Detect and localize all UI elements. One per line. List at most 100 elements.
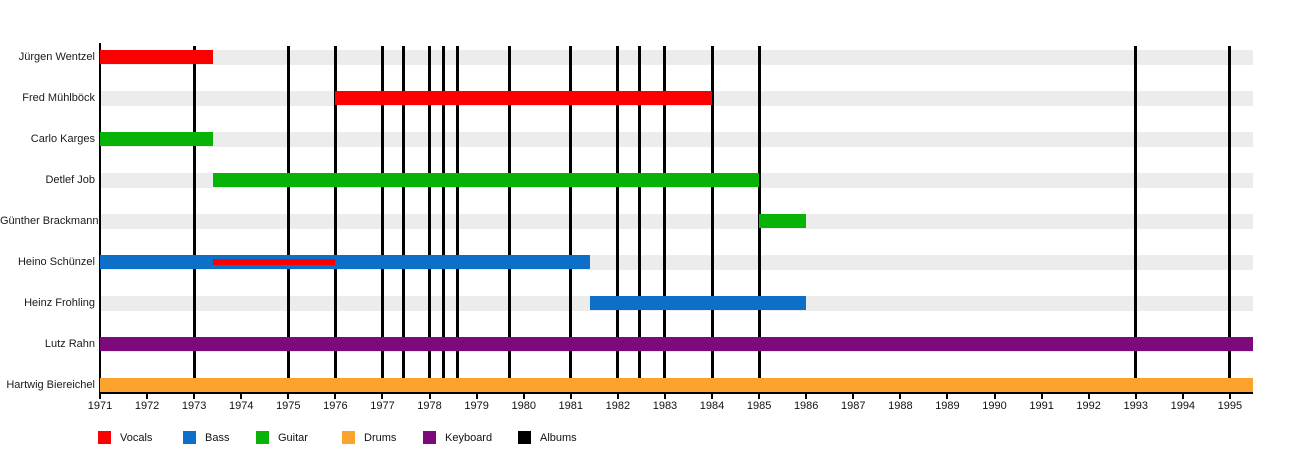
album-line — [637, 46, 641, 392]
tick-label: 1982 — [605, 400, 631, 412]
tick-label: 1978 — [417, 400, 442, 412]
legend-swatch-bass-icon — [183, 431, 196, 444]
album-line — [508, 46, 512, 392]
album-line — [192, 46, 196, 392]
bar-keyboard — [100, 337, 1254, 352]
member-label: Detlef Job — [45, 174, 95, 187]
bar-guitar — [100, 132, 213, 147]
axis-tick — [334, 394, 337, 399]
legend-label: Bass — [205, 432, 230, 444]
tick-label: 1989 — [935, 400, 960, 412]
axis-tick — [805, 394, 808, 399]
legend-swatch-keyboard-icon — [423, 431, 436, 444]
axis-tick — [1040, 394, 1043, 399]
axis-tick — [1087, 394, 1090, 399]
tick-label: 1990 — [982, 400, 1007, 412]
axis-tick — [240, 394, 243, 399]
member-label: Günther Brackmann — [0, 215, 99, 228]
axis-tick — [711, 394, 714, 399]
tick-label: 1984 — [699, 400, 725, 412]
album-line — [616, 46, 620, 392]
tick-label: 1986 — [793, 400, 819, 412]
bar-bass — [100, 255, 590, 270]
member-label: Hartwig Biereichel — [6, 379, 95, 392]
tick-label: 1971 — [87, 400, 113, 412]
axis-tick — [616, 394, 619, 399]
axis-tick — [381, 394, 384, 399]
legend-label: Guitar — [278, 432, 308, 444]
axis-tick — [522, 394, 525, 399]
legend-swatch-guitar-icon — [256, 431, 269, 444]
axis-tick — [146, 394, 149, 399]
bar-vocals — [212, 259, 336, 266]
bar-guitar — [212, 173, 760, 188]
tick-label: 1981 — [558, 400, 584, 412]
tick-label: 1994 — [1170, 400, 1196, 412]
legend-label: Keyboard — [445, 432, 493, 444]
bar-bass — [589, 296, 807, 311]
legend-swatch-vocals-icon — [98, 431, 111, 444]
tick-label: 1993 — [1123, 400, 1148, 412]
axis-tick — [569, 394, 572, 399]
album-line — [286, 46, 290, 392]
member-label: Heinz Frohling — [24, 297, 95, 310]
axis-tick — [475, 394, 478, 399]
tick-label: 1977 — [370, 400, 395, 412]
legend-label: Vocals — [120, 432, 153, 444]
member-label: Heino Schünzel — [17, 256, 95, 269]
album-line — [333, 46, 337, 392]
tick-label: 1973 — [181, 400, 207, 412]
album-line — [428, 46, 432, 392]
tick-label: 1972 — [134, 400, 160, 412]
album-line — [1228, 46, 1232, 392]
tick-label: 1975 — [276, 400, 301, 412]
album-line — [663, 46, 667, 392]
album-line — [569, 46, 573, 392]
axis-tick — [428, 394, 431, 399]
member-label: Fred Mühlböck — [22, 92, 95, 105]
axis-tick — [852, 394, 855, 399]
tick-label: 1992 — [1076, 400, 1101, 412]
tick-label: 1979 — [464, 400, 489, 412]
legend-label: Albums — [540, 432, 577, 444]
legend-swatch-drums-icon — [342, 431, 355, 444]
axis-tick — [946, 394, 949, 399]
legend-swatch-albums-icon — [518, 431, 531, 444]
album-line — [402, 46, 406, 392]
tick-label: 1988 — [888, 400, 913, 412]
axis-tick — [1228, 394, 1231, 399]
album-line — [380, 46, 384, 392]
axis-tick — [758, 394, 761, 399]
axis-tick — [287, 394, 290, 399]
tick-label: 1987 — [841, 400, 866, 412]
axis-tick — [1181, 394, 1184, 399]
tick-label: 1995 — [1217, 400, 1243, 412]
tick-label: 1976 — [323, 400, 348, 412]
album-line — [442, 46, 446, 392]
axis-tick — [193, 394, 196, 399]
x-axis-line — [99, 392, 1254, 394]
bar-vocals — [100, 50, 213, 64]
bar-guitar — [759, 214, 807, 229]
tick-label: 1980 — [511, 400, 536, 412]
axis-tick — [663, 394, 666, 399]
album-line — [456, 46, 460, 392]
row-stripe — [100, 49, 1254, 65]
row-stripe — [100, 131, 1254, 147]
tick-label: 1974 — [228, 400, 254, 412]
row-stripe — [100, 213, 1254, 229]
axis-tick — [899, 394, 902, 399]
y-axis-line — [99, 43, 101, 392]
bar-drums — [100, 378, 1254, 393]
axis-tick — [1134, 394, 1137, 399]
axis-tick — [993, 394, 996, 399]
tick-label: 1985 — [746, 400, 772, 412]
album-line — [1134, 46, 1138, 392]
tick-label: 1983 — [652, 400, 678, 412]
member-label: Jürgen Wentzel — [18, 51, 95, 63]
album-line — [710, 46, 714, 392]
member-label: Lutz Rahn — [44, 338, 95, 351]
member-label: Carlo Karges — [30, 133, 95, 146]
bar-vocals — [335, 91, 713, 106]
